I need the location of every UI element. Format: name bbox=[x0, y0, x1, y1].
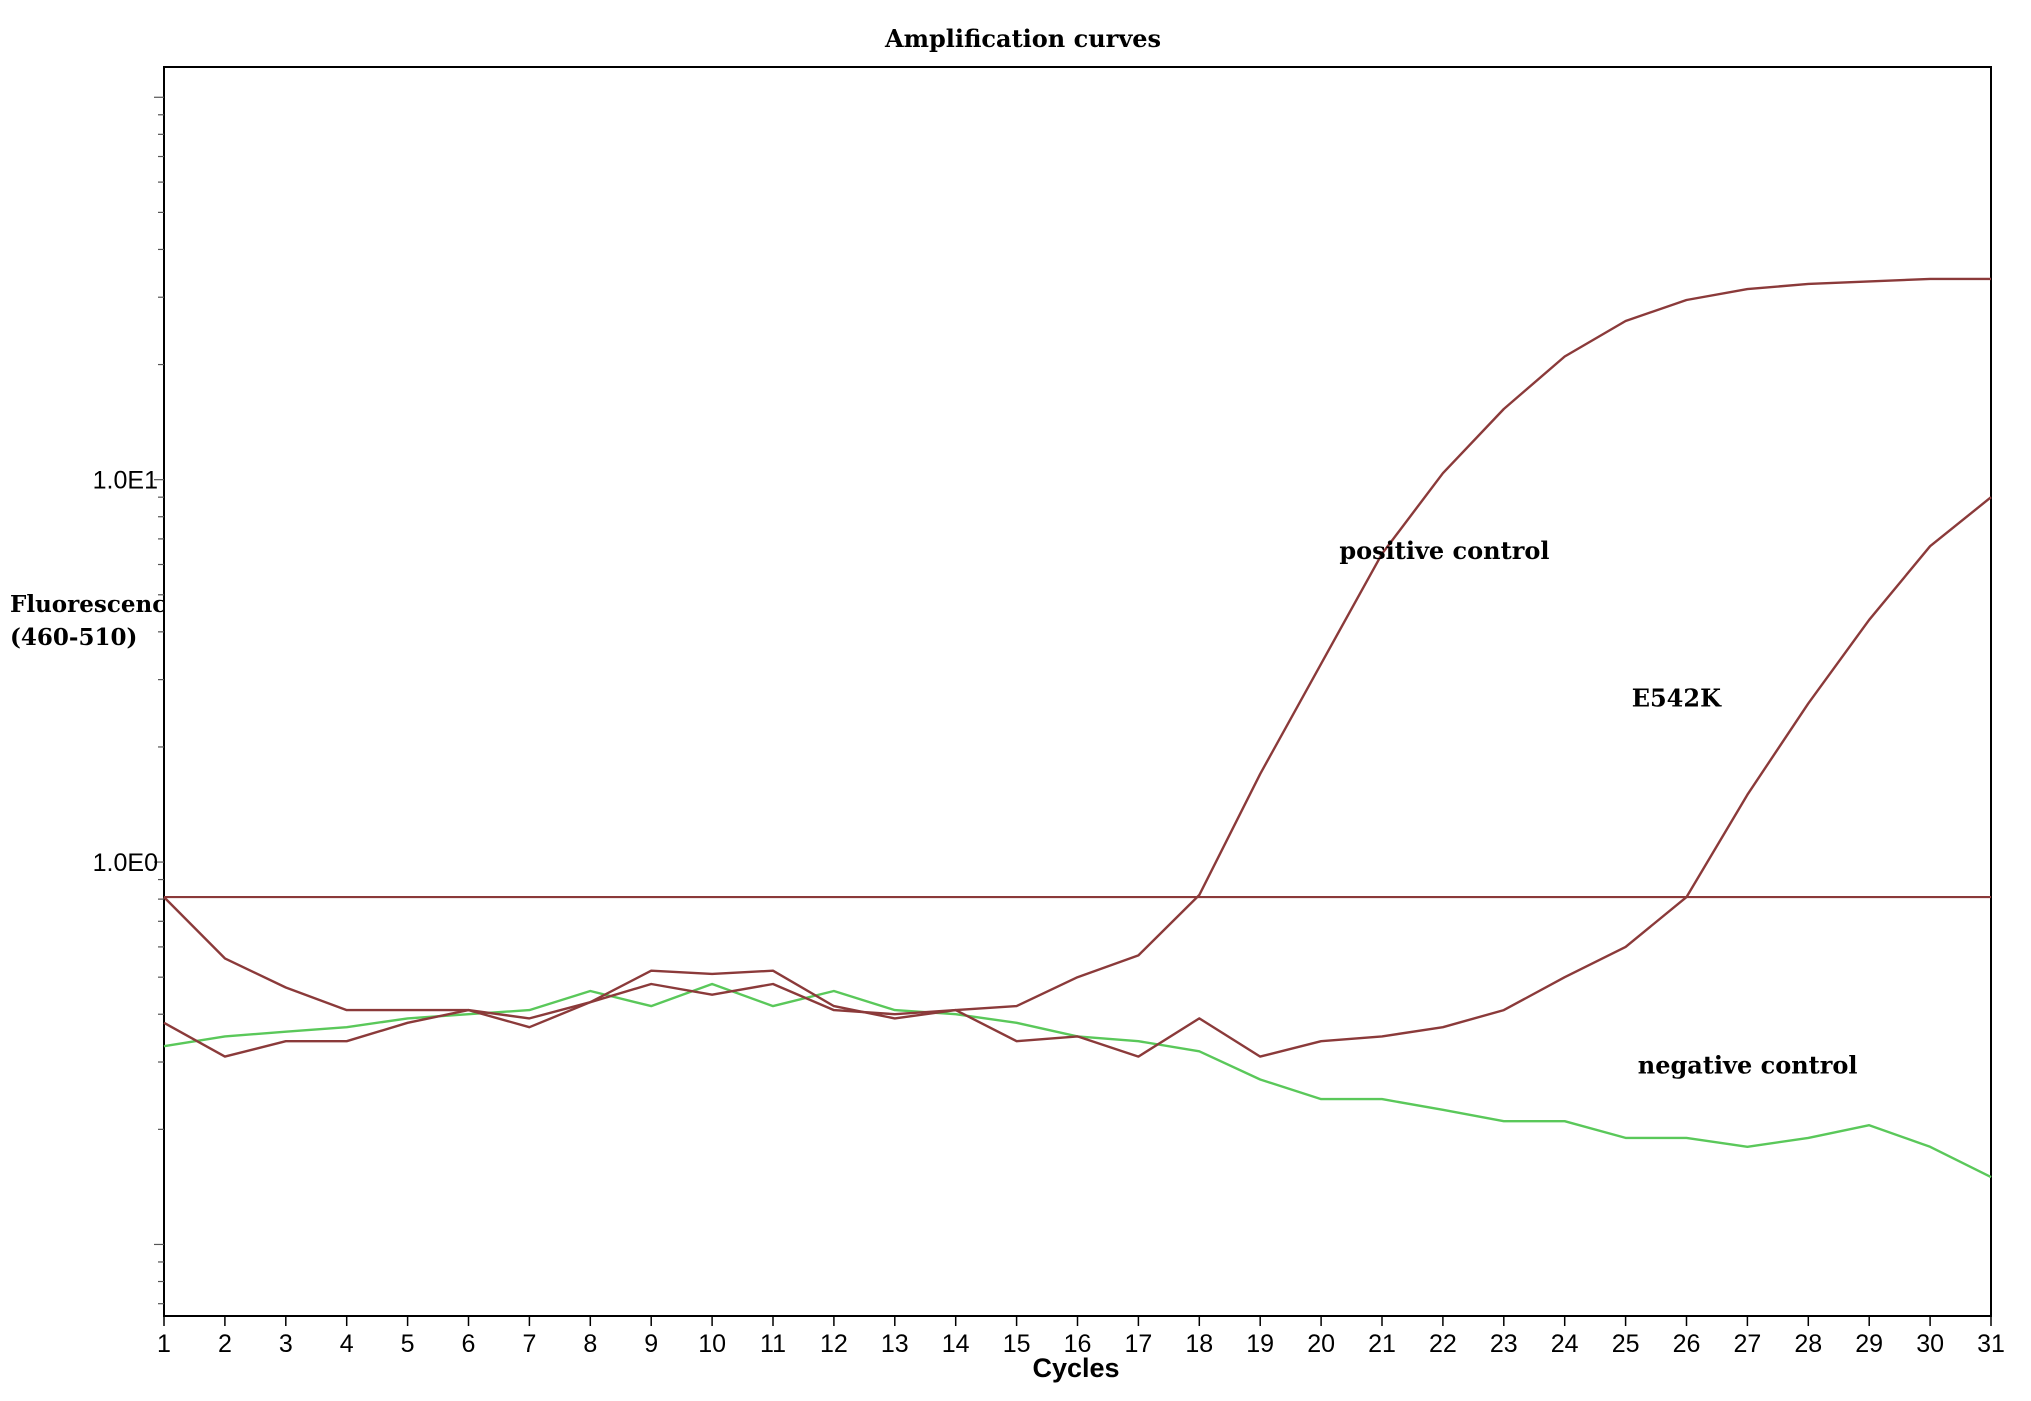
y-tick-label: 1.0E1 bbox=[93, 467, 158, 495]
y-axis-ticks: 1.0E0 1.0E1 bbox=[93, 96, 164, 1305]
x-tick-label: 12 bbox=[820, 1330, 848, 1358]
x-tick-label: 24 bbox=[1551, 1330, 1579, 1358]
x-tick-label: 15 bbox=[1003, 1330, 1031, 1358]
x-tick-label: 19 bbox=[1246, 1330, 1274, 1358]
chart-title: Amplification curves bbox=[884, 24, 1161, 53]
x-tick-label: 5 bbox=[401, 1330, 415, 1358]
x-tick-label: 9 bbox=[644, 1330, 658, 1358]
series-line-e542k bbox=[163, 496, 1992, 1058]
annotations-layer: positive control E542K negative control bbox=[1339, 536, 1857, 1079]
x-tick-label: 30 bbox=[1916, 1330, 1944, 1358]
x-tick-label: 22 bbox=[1429, 1330, 1457, 1358]
x-tick-label: 16 bbox=[1064, 1330, 1092, 1358]
plot-area-frame bbox=[163, 66, 1992, 1317]
y-axis-label-line1: Fluorescence bbox=[10, 591, 181, 618]
x-tick-label: 14 bbox=[942, 1330, 970, 1358]
x-tick-label: 29 bbox=[1855, 1330, 1883, 1358]
x-tick-label: 28 bbox=[1794, 1330, 1822, 1358]
x-tick-label: 4 bbox=[340, 1330, 354, 1358]
x-tick-label: 7 bbox=[522, 1330, 536, 1358]
x-tick-label: 3 bbox=[279, 1330, 293, 1358]
x-tick-label: 13 bbox=[881, 1330, 909, 1358]
annotation-negative-control: negative control bbox=[1638, 1050, 1858, 1079]
x-tick-label: 8 bbox=[583, 1330, 597, 1358]
x-tick-label: 31 bbox=[1977, 1330, 2005, 1358]
x-tick-label: 21 bbox=[1368, 1330, 1396, 1358]
y-tick-label: 1.0E0 bbox=[93, 849, 158, 877]
x-tick-label: 18 bbox=[1185, 1330, 1213, 1358]
annotation-positive-control: positive control bbox=[1339, 536, 1549, 565]
x-tick-label: 11 bbox=[760, 1330, 786, 1358]
x-tick-label: 6 bbox=[462, 1330, 476, 1358]
x-tick-label: 27 bbox=[1733, 1330, 1761, 1358]
x-tick-label: 20 bbox=[1307, 1330, 1335, 1358]
x-tick-label: 26 bbox=[1673, 1330, 1701, 1358]
x-axis-label: Cycles bbox=[1032, 1353, 1119, 1383]
x-tick-label: 25 bbox=[1612, 1330, 1640, 1358]
annotation-e542k: E542K bbox=[1632, 684, 1722, 713]
x-tick-label: 23 bbox=[1490, 1330, 1518, 1358]
x-tick-label: 17 bbox=[1124, 1330, 1152, 1358]
x-axis-ticks: 1 2 3 4 5 6 7 8 9 10 11 12 13 14 15 16 17 18 19 20 21 22 23 24 2… bbox=[157, 1316, 2005, 1358]
x-tick-label: 2 bbox=[218, 1330, 232, 1358]
x-tick-label: 1 bbox=[157, 1330, 171, 1358]
series-layer bbox=[163, 277, 1992, 1179]
y-axis-label-line2: (460-510) bbox=[10, 624, 137, 651]
x-tick-label: 10 bbox=[698, 1330, 726, 1358]
